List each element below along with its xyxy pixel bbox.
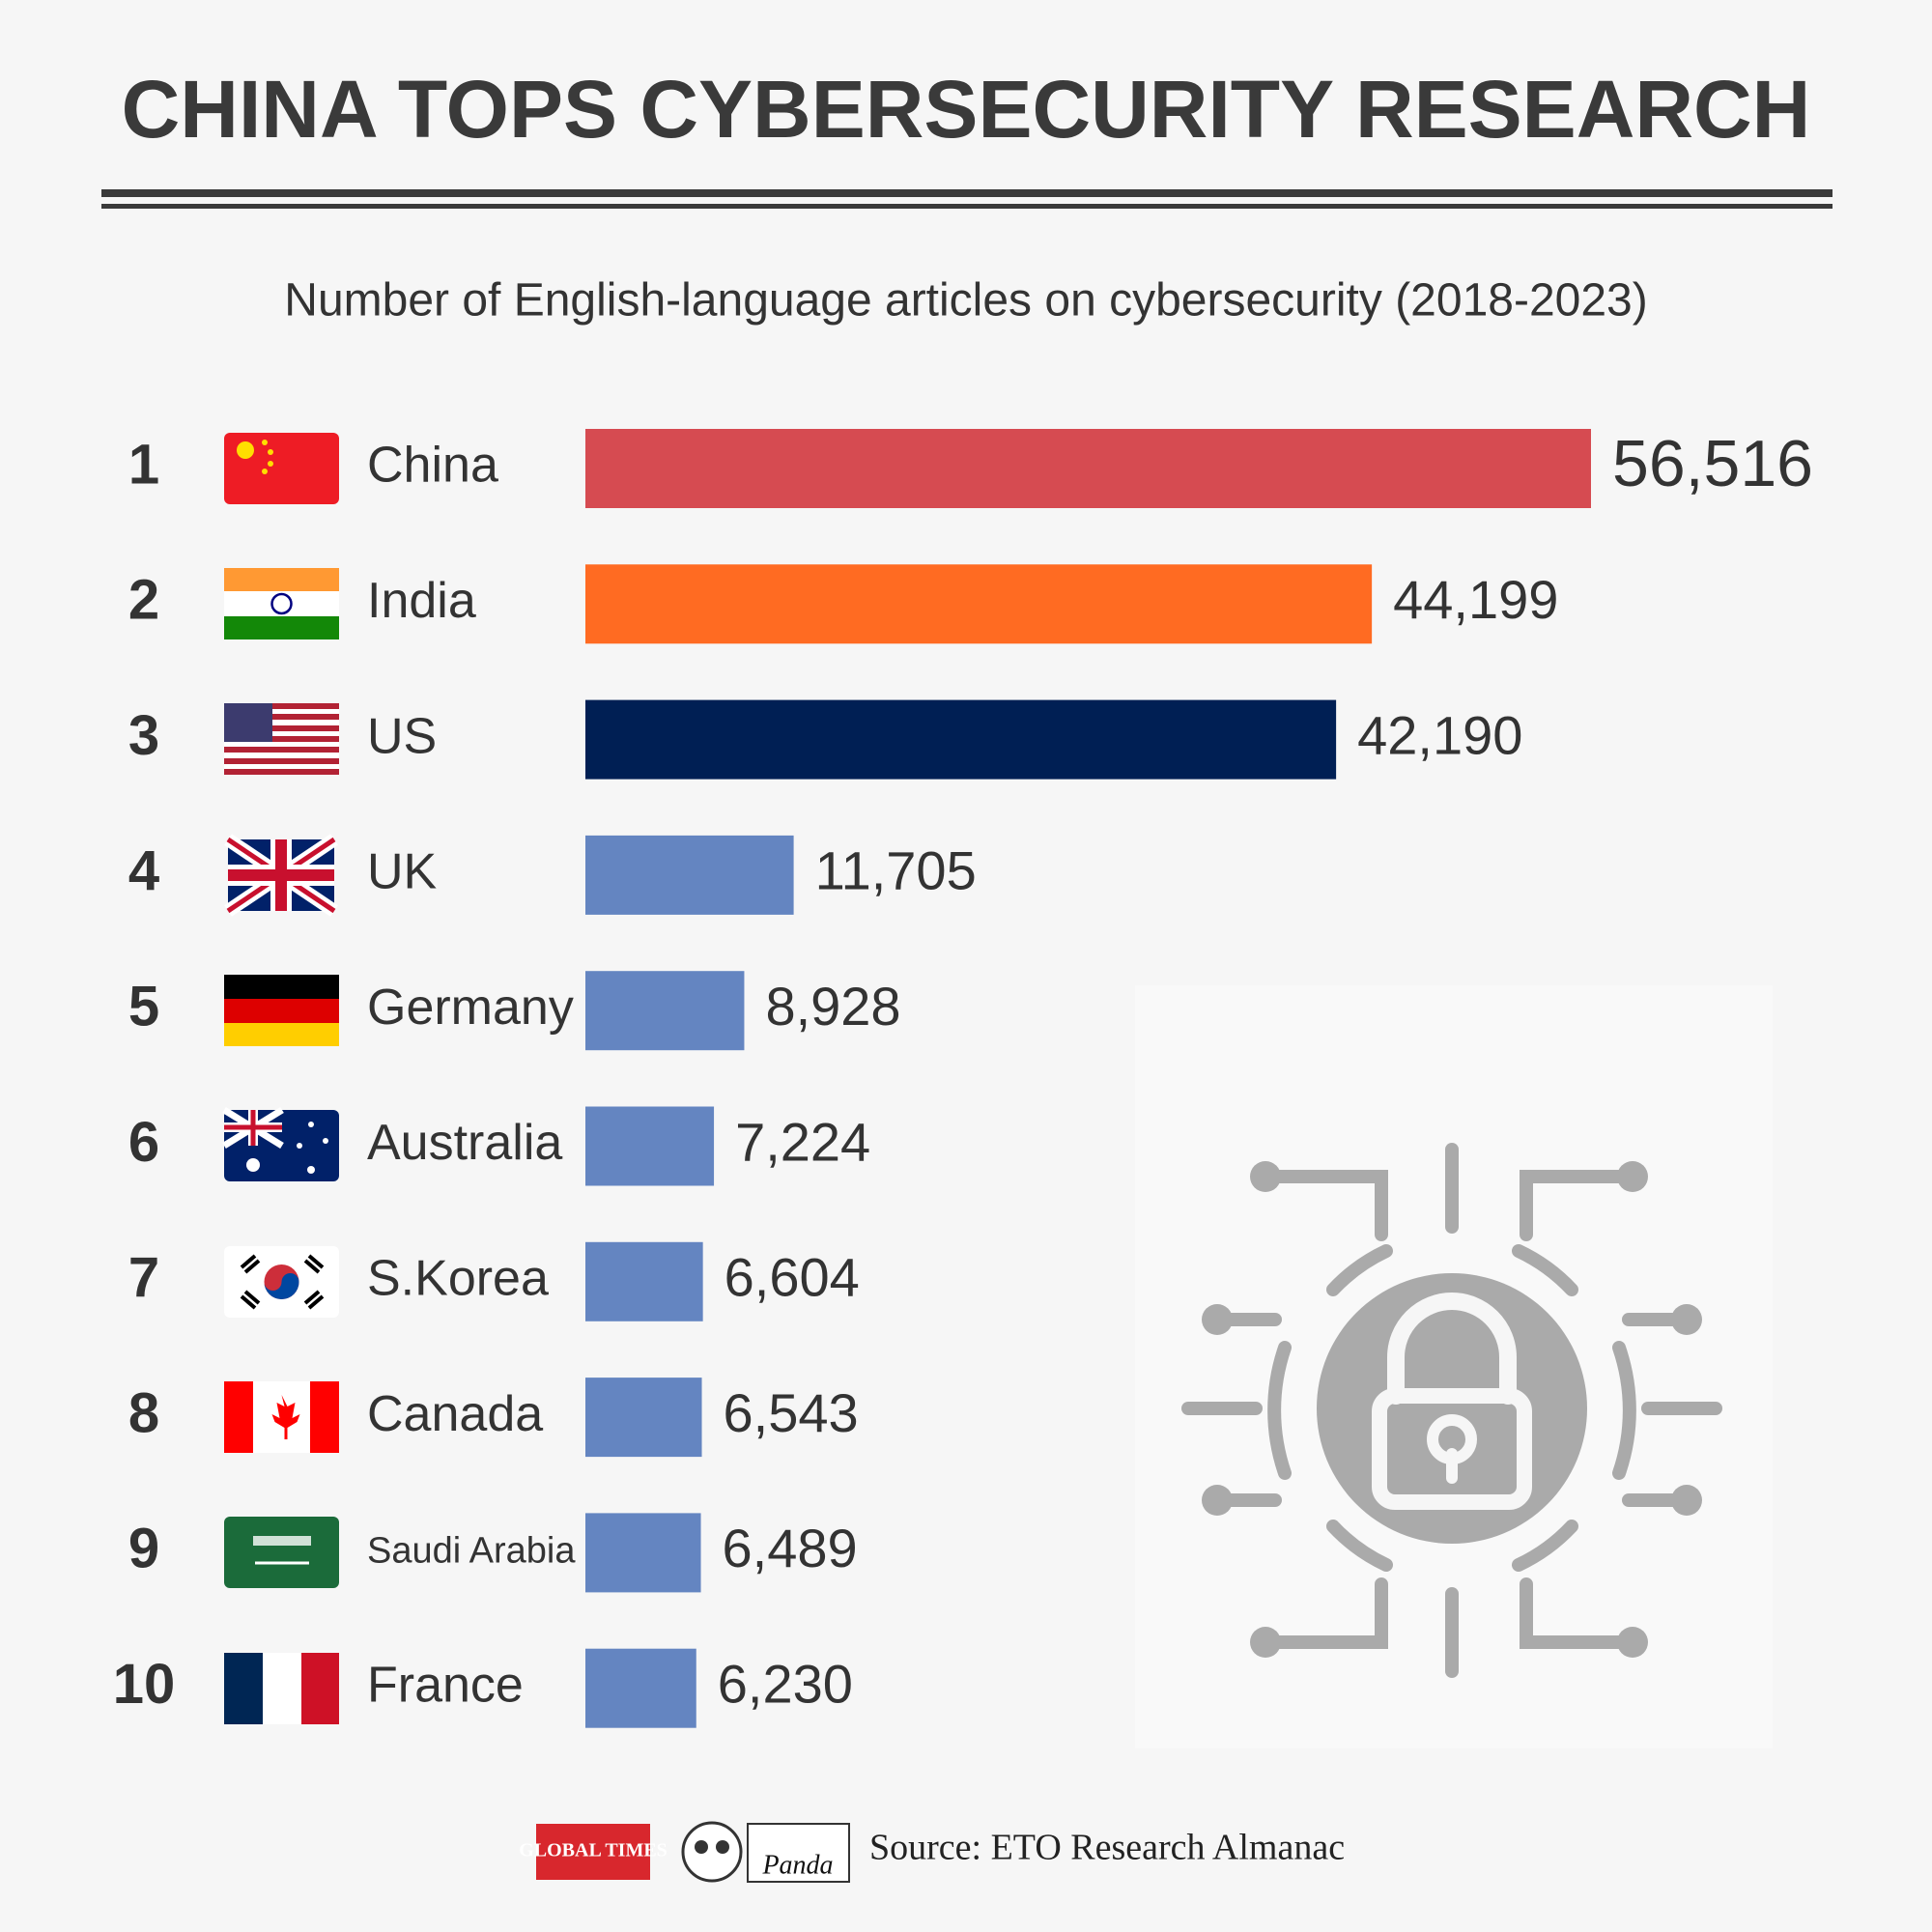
logo-box <box>747 1823 850 1883</box>
value-label: 6,230 <box>718 1653 853 1714</box>
rank: 5 <box>128 976 159 1038</box>
value-label: 44,199 <box>1393 569 1558 630</box>
value-label: 56,516 <box>1612 427 1813 500</box>
value-label: 6,489 <box>723 1518 858 1578</box>
rank: 10 <box>113 1653 176 1716</box>
value-label: 11,705 <box>815 840 977 901</box>
value-label: 8,928 <box>765 976 900 1037</box>
logo-text: GLOBAL TIMES <box>519 1840 668 1861</box>
value-label: 6,604 <box>724 1247 860 1308</box>
flags <box>222 433 339 1724</box>
category-label: Saudi Arabia <box>367 1530 576 1571</box>
panda-logo <box>681 1821 743 1883</box>
category-label: Canada <box>367 1386 543 1442</box>
bar <box>585 1378 702 1458</box>
rank: 7 <box>128 1246 159 1309</box>
panda-eye <box>716 1840 729 1854</box>
bar <box>585 564 1373 644</box>
title-rule <box>101 189 1833 197</box>
category-label: UK <box>367 844 438 900</box>
category-label: France <box>367 1657 524 1713</box>
bar <box>585 1106 715 1186</box>
category-label: Australia <box>367 1115 562 1171</box>
value-label: 42,190 <box>1357 704 1522 765</box>
bar <box>585 699 1337 780</box>
value-label: 7,224 <box>735 1111 870 1172</box>
rank: 8 <box>128 1381 159 1444</box>
value-label: 6,543 <box>724 1382 859 1443</box>
logo-box <box>536 1824 650 1880</box>
rank: 6 <box>128 1111 159 1174</box>
source: Source: ETO Research Almanac <box>869 1828 1345 1868</box>
category-label: US <box>367 708 437 764</box>
lock-icon <box>1135 985 1773 1748</box>
category-label: China <box>367 438 498 494</box>
chart-subtitle: Number of English-language articles on c… <box>284 275 1647 327</box>
rank: 3 <box>128 704 159 767</box>
category-label: S.Korea <box>367 1251 549 1307</box>
rank: 4 <box>128 839 159 902</box>
rank: 1 <box>128 433 159 496</box>
chart-title: CHINA TOPS CYBERSECURITY RESEARCH <box>122 64 1811 155</box>
bar <box>585 835 794 915</box>
bar <box>585 971 745 1051</box>
rank: 2 <box>128 569 159 632</box>
bar <box>585 429 1591 508</box>
logo-text: Valiant <box>765 1825 832 1850</box>
bar <box>585 1513 701 1593</box>
category-label: India <box>367 573 476 629</box>
category-label: Germany <box>367 980 574 1036</box>
logo-text: Panda <box>761 1850 833 1880</box>
title-rule <box>101 204 1833 209</box>
bar <box>585 1648 696 1728</box>
panda-eye <box>695 1840 708 1854</box>
rank: 9 <box>128 1518 159 1580</box>
bar <box>585 1241 703 1321</box>
